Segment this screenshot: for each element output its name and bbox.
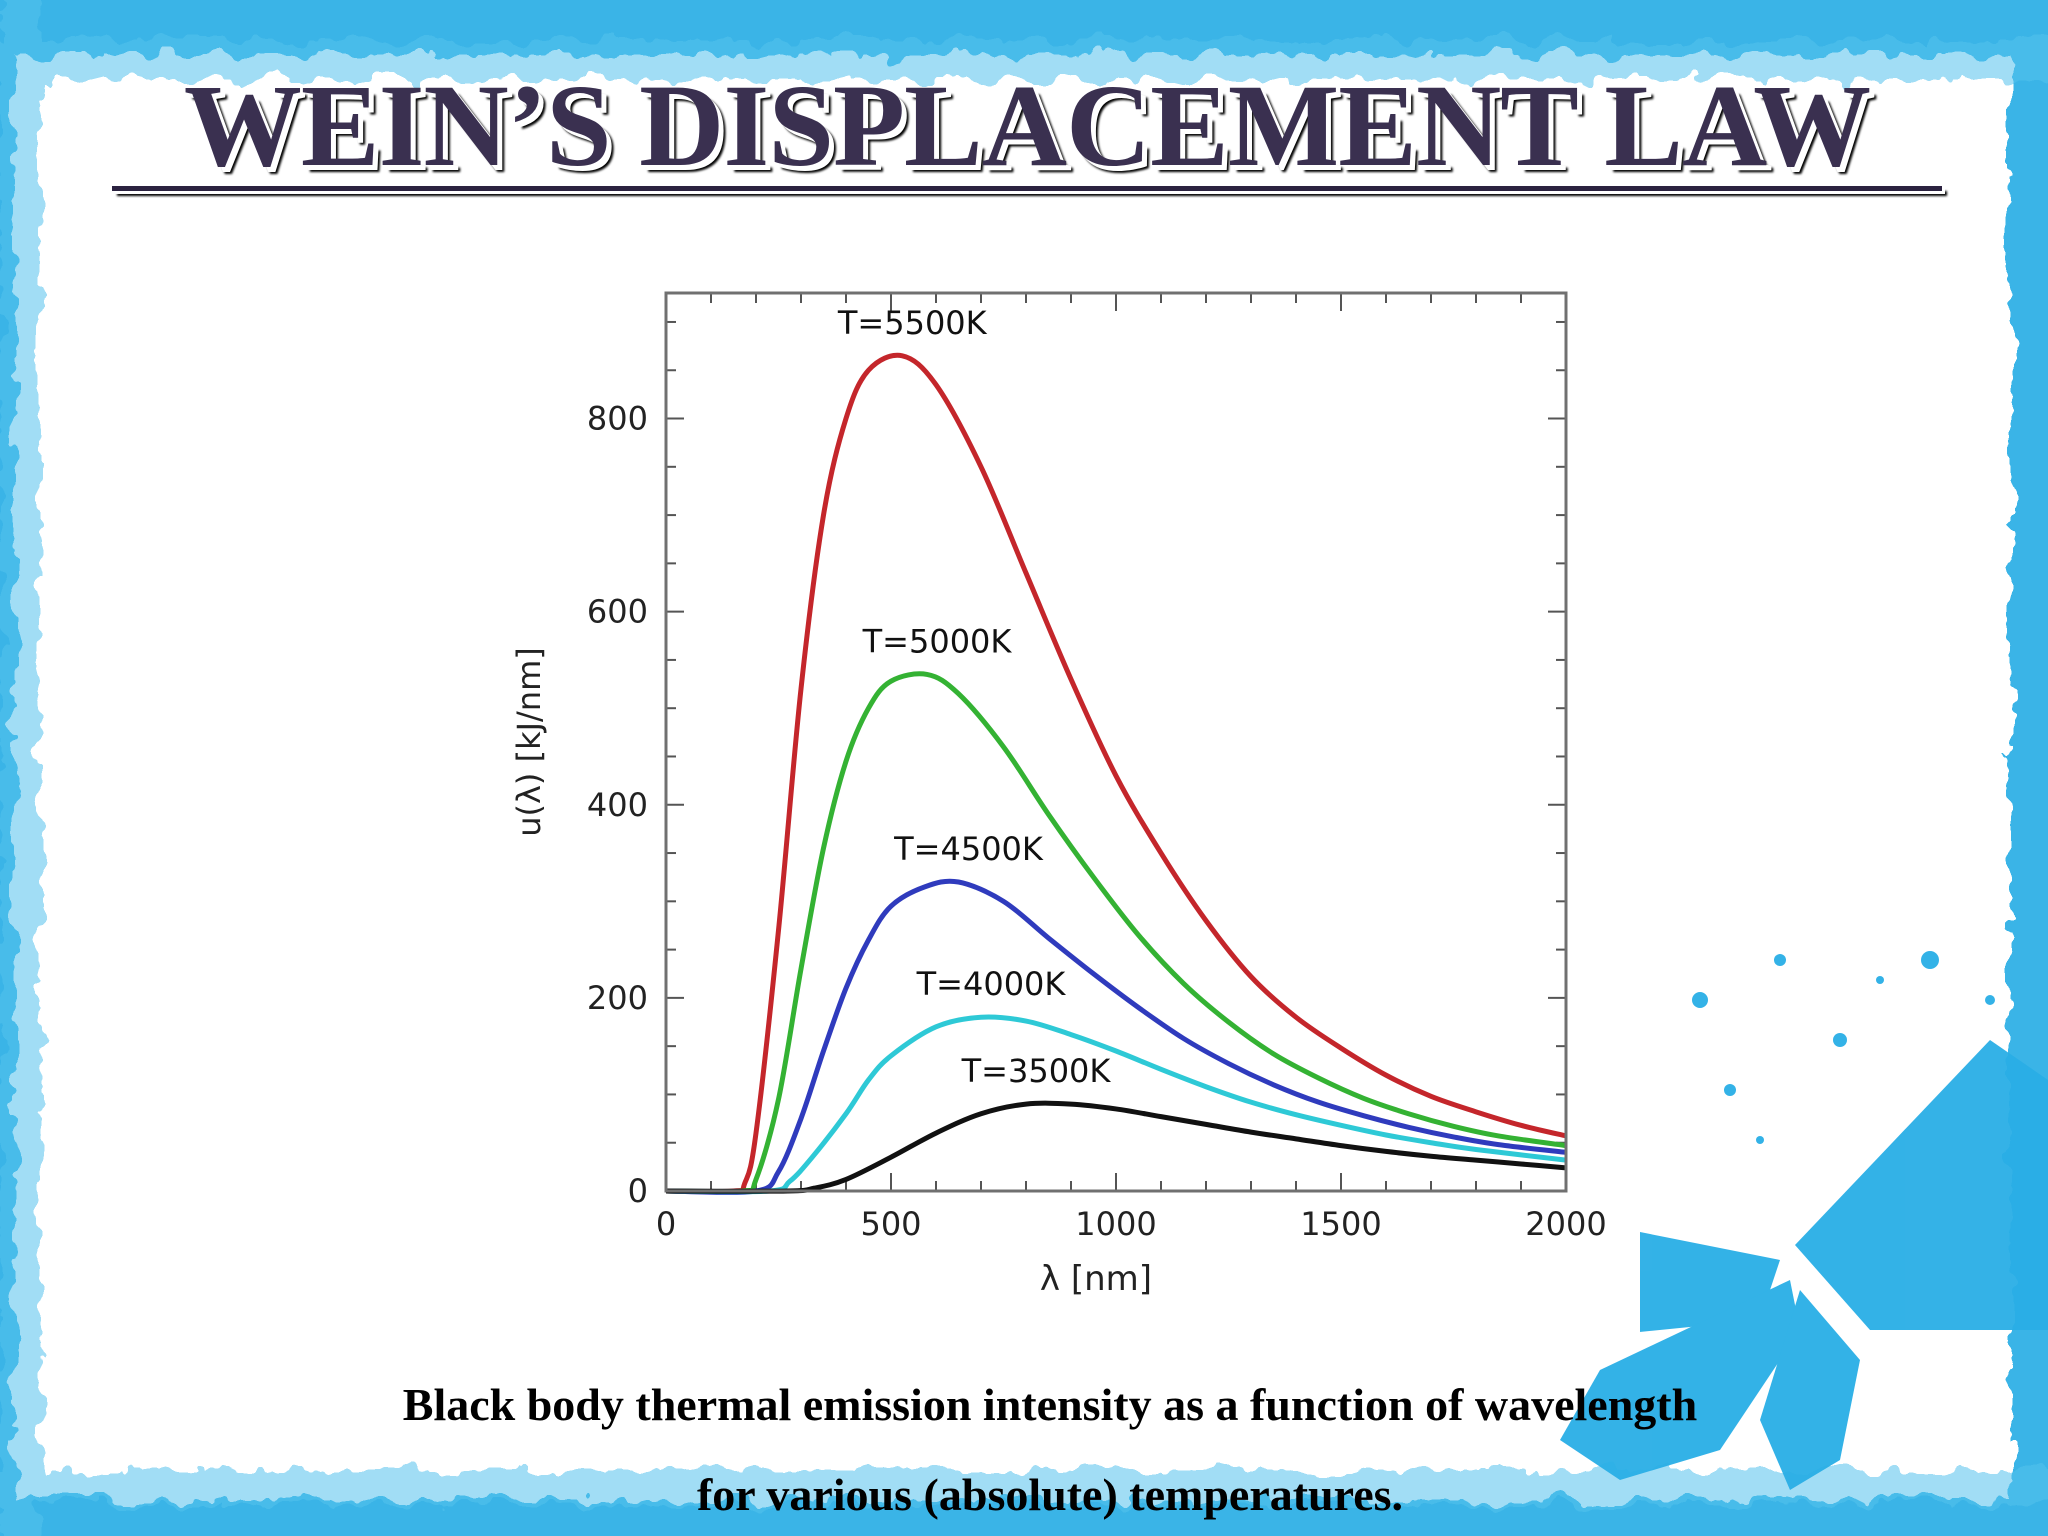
series-line-5000k <box>665 671 1567 1195</box>
x-tick-label: 2000 <box>1525 1205 1606 1243</box>
y-tick-label: 400 <box>587 786 648 824</box>
series-line-4000k <box>665 1014 1567 1195</box>
x-tick-label: 500 <box>860 1205 921 1243</box>
series-label: T=5000K <box>862 622 1013 660</box>
blackbody-chart: 0 500 1000 1500 2000 0 200 400 600 800 T=5500K T=5… <box>480 270 1640 1340</box>
series-line-5500k <box>665 352 1567 1195</box>
series-label: T=3500K <box>961 1052 1112 1090</box>
slide-title: WEIN’S DISPLACEMENT LAW <box>183 60 1871 191</box>
x-tick-label: 1500 <box>1300 1205 1381 1243</box>
x-tick-label: 0 <box>656 1205 676 1243</box>
x-tick-label: 1000 <box>1075 1205 1156 1243</box>
y-tick-label: 800 <box>587 400 648 438</box>
title-underline <box>112 186 1942 191</box>
plot-frame <box>664 291 1568 1193</box>
caption-line-1: Black body thermal emission intensity as… <box>402 1379 1698 1430</box>
y-tick-label: 600 <box>587 593 648 631</box>
x-axis-label: λ [nm] <box>1040 1259 1152 1299</box>
y-axis-label: u(λ) [kJ/nm] <box>510 647 548 837</box>
series-line-4500k <box>665 878 1567 1195</box>
series-label: T=5500K <box>837 304 988 342</box>
y-tick-label: 0 <box>628 1172 648 1210</box>
series-label: T=4500K <box>893 830 1044 868</box>
y-tick-label: 200 <box>587 979 648 1017</box>
caption-line-2: for various (absolute) temperatures. <box>696 1469 1404 1520</box>
chart-background <box>480 270 1640 1340</box>
series-label: T=4000K <box>916 965 1067 1003</box>
series-line-3500k <box>665 1100 1567 1194</box>
